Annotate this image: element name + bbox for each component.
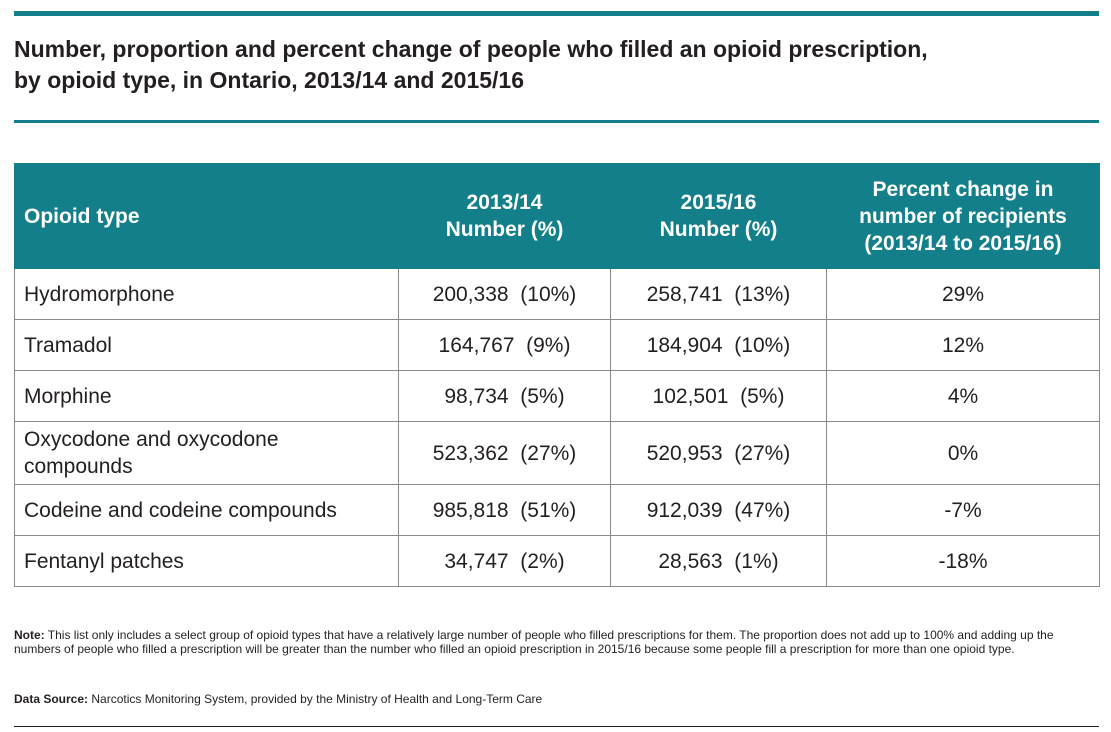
cell-2013-14: 985,818 (51%)	[398, 484, 611, 536]
cell-2013-14: 34,747 (2%)	[398, 535, 611, 587]
table-body: Hydromorphone 200,338 (10%) 258,741 (13%…	[14, 268, 1100, 587]
cell-opioid-type: Oxycodone and oxycodone compounds	[14, 421, 399, 485]
cell-2015-16: 184,904 (10%)	[610, 319, 827, 371]
table-row: Fentanyl patches 34,747 (2%) 28,563 (1%)…	[14, 535, 1100, 587]
header-2013-14: 2013/14 Number (%)	[398, 163, 611, 269]
cell-opioid-type: Hydromorphone	[14, 268, 399, 320]
source-label: Data Source:	[14, 692, 89, 706]
cell-2013-14: 523,362 (27%)	[398, 421, 611, 485]
table-row: Codeine and codeine compounds 985,818 (5…	[14, 484, 1100, 536]
top-rule	[14, 11, 1099, 16]
table-row: Tramadol 164,767 (9%) 184,904 (10%) 12%	[14, 319, 1100, 371]
cell-opioid-type-line-2: compounds	[24, 455, 133, 478]
cell-percent-change: 12%	[826, 319, 1100, 371]
header-percent-change-line-3: (2013/14 to 2015/16)	[864, 231, 1062, 255]
cell-opioid-type-line-1: Oxycodone and oxycodone	[24, 428, 279, 451]
header-opioid-type: Opioid type	[14, 163, 399, 269]
table-row: Hydromorphone 200,338 (10%) 258,741 (13%…	[14, 268, 1100, 320]
table-row: Oxycodone and oxycodone compounds 523,36…	[14, 421, 1100, 485]
header-percent-change: Percent change in number of recipients (…	[826, 163, 1100, 269]
header-2013-14-year: 2013/14	[466, 191, 543, 214]
cell-percent-change: 29%	[826, 268, 1100, 320]
source-text: Narcotics Monitoring System, provided by…	[88, 692, 543, 706]
header-2015-16: 2015/16 Number (%)	[610, 163, 827, 269]
cell-2013-14: 164,767 (9%)	[398, 319, 611, 371]
cell-opioid-type: Fentanyl patches	[14, 535, 399, 587]
note-label: Note:	[14, 628, 45, 642]
cell-2015-16: 258,741 (13%)	[610, 268, 827, 320]
cell-percent-change: 0%	[826, 421, 1100, 485]
cell-percent-change: 4%	[826, 370, 1100, 422]
cell-percent-change: -18%	[826, 535, 1100, 587]
header-2015-16-number: Number (%)	[659, 218, 778, 241]
title-line-1: Number, proportion and percent change of…	[14, 36, 928, 62]
title-rule	[14, 120, 1099, 123]
cell-opioid-type: Codeine and codeine compounds	[14, 484, 399, 536]
cell-2015-16: 102,501 (5%)	[610, 370, 827, 422]
opioid-table: Opioid type 2013/14 Number (%) 2015/16 N…	[14, 163, 1100, 587]
bottom-rule	[14, 726, 1099, 727]
table-note: Note: This list only includes a select g…	[14, 628, 1099, 656]
cell-opioid-type: Tramadol	[14, 319, 399, 371]
page-title: Number, proportion and percent change of…	[14, 34, 1099, 96]
note-text: This list only includes a select group o…	[14, 628, 1054, 656]
cell-2013-14: 200,338 (10%)	[398, 268, 611, 320]
header-row: Opioid type 2013/14 Number (%) 2015/16 N…	[14, 163, 1100, 269]
table-header: Opioid type 2013/14 Number (%) 2015/16 N…	[14, 163, 1100, 269]
header-percent-change-line-1: Percent change in	[872, 177, 1054, 201]
cell-2015-16: 28,563 (1%)	[610, 535, 827, 587]
header-percent-change-line-2: number of recipients	[859, 204, 1067, 228]
data-source: Data Source: Narcotics Monitoring System…	[14, 692, 1099, 706]
cell-2015-16: 912,039 (47%)	[610, 484, 827, 536]
cell-percent-change: -7%	[826, 484, 1100, 536]
header-2015-16-year: 2015/16	[680, 191, 757, 214]
title-line-2: by opioid type, in Ontario, 2013/14 and …	[14, 67, 525, 93]
header-2013-14-number: Number (%)	[445, 218, 564, 241]
cell-2013-14: 98,734 (5%)	[398, 370, 611, 422]
cell-2015-16: 520,953 (27%)	[610, 421, 827, 485]
cell-opioid-type: Morphine	[14, 370, 399, 422]
table-row: Morphine 98,734 (5%) 102,501 (5%) 4%	[14, 370, 1100, 422]
